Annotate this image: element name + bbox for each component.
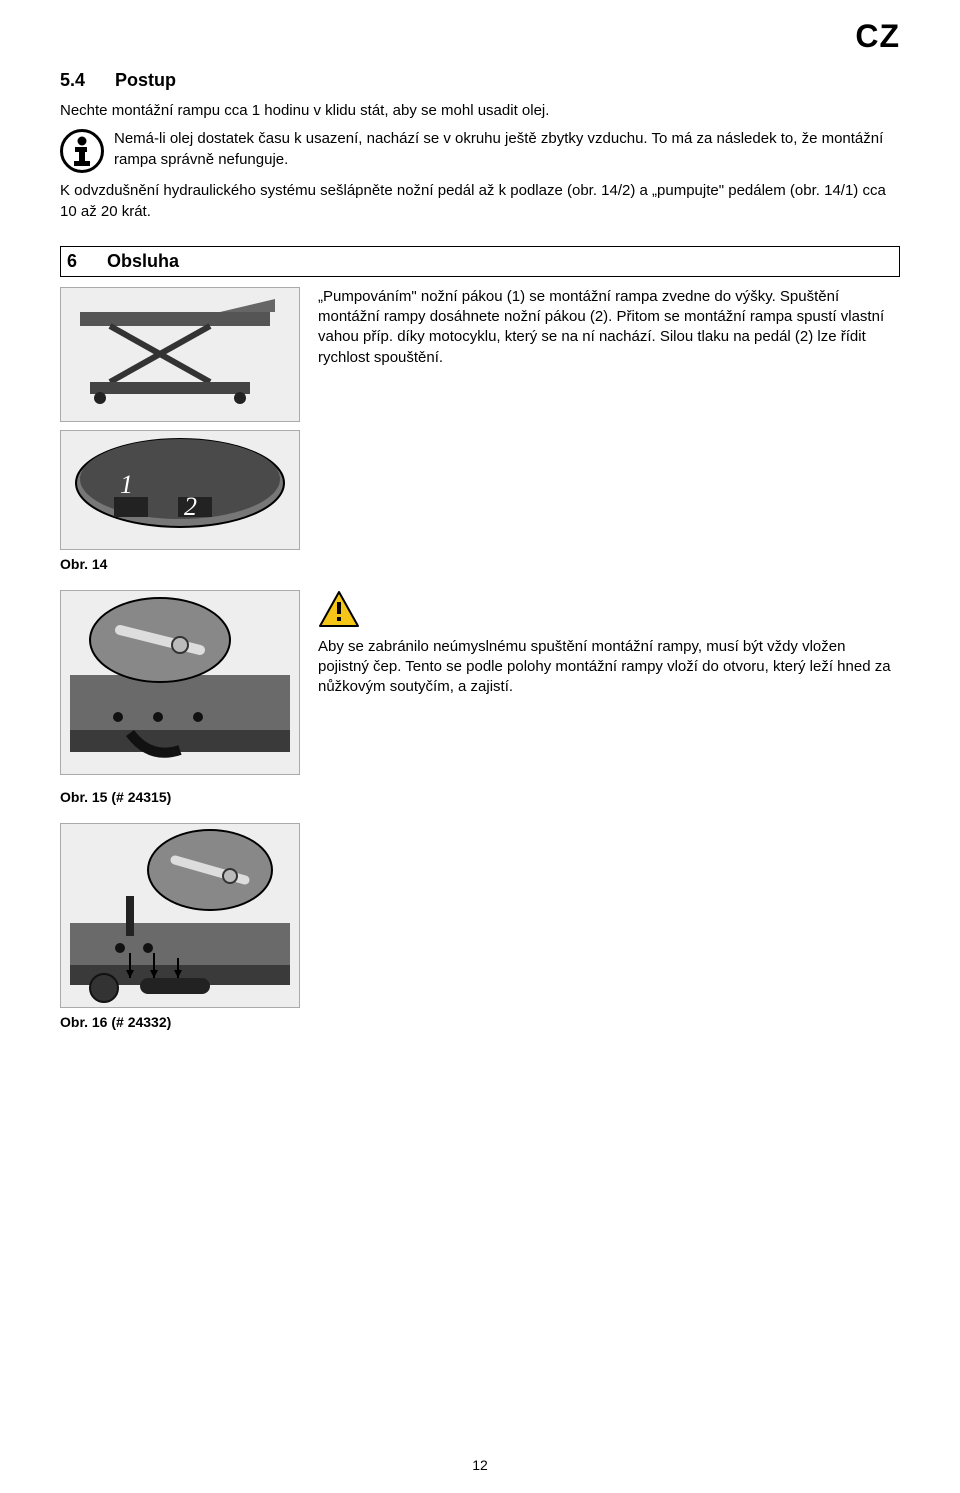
section-5-4-title: Postup [115, 70, 176, 91]
figure-15-caption: Obr. 15 (# 24315) [60, 789, 900, 805]
language-tag: CZ [855, 18, 900, 55]
svg-text:1: 1 [120, 470, 133, 499]
page-number: 12 [472, 1457, 488, 1473]
figure-14-top-image [60, 287, 300, 422]
figure-15-row: Aby se zabránilo neúmyslnému spuštění mo… [60, 590, 900, 775]
svg-text:2: 2 [184, 492, 197, 521]
para-settle-oil: Nechte montážní rampu cca 1 hodinu v kli… [60, 101, 900, 121]
info-note: Nemá-li olej dostatek času k usazení, na… [60, 129, 900, 173]
info-note-text: Nemá-li olej dostatek času k usazení, na… [114, 129, 900, 170]
figure-14-detail: 1 2 [60, 430, 900, 550]
section-6-number: 6 [67, 251, 77, 272]
figure-14-text: „Pumpováním" nožní pákou (1) se montážní… [318, 287, 900, 368]
section-5-4-number: 5.4 [60, 70, 85, 91]
warning-icon [318, 590, 900, 633]
info-icon [60, 129, 104, 173]
figure-15-image [60, 590, 300, 775]
figure-16 [60, 823, 900, 1008]
section-5-4-heading: 5.4 Postup [60, 70, 900, 91]
figure-14-row: „Pumpováním" nožní pákou (1) se montážní… [60, 287, 900, 422]
section-6-title: Obsluha [107, 251, 179, 272]
section-6-heading: 6 Obsluha [60, 246, 900, 277]
figure-16-caption: Obr. 16 (# 24332) [60, 1014, 900, 1030]
para-bleed: K odvzdušnění hydraulického systému sešl… [60, 181, 900, 222]
figure-15-text: Aby se zabránilo neúmyslnému spuštění mo… [318, 637, 900, 698]
figure-14-caption: Obr. 14 [60, 556, 900, 572]
